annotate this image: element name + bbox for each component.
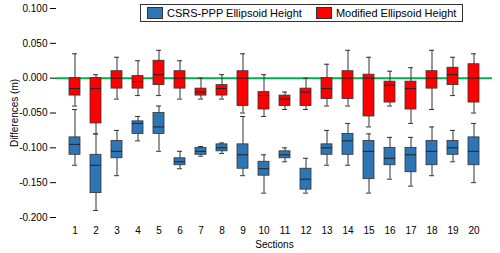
svg-text:0.050: 0.050: [22, 38, 47, 49]
svg-text:2: 2: [93, 225, 99, 236]
svg-text:-0.100: -0.100: [19, 142, 48, 153]
svg-text:3: 3: [114, 225, 120, 236]
svg-text:19: 19: [447, 225, 459, 236]
svg-text:0.000: 0.000: [22, 72, 47, 83]
svg-text:14: 14: [342, 225, 354, 236]
svg-text:9: 9: [240, 225, 246, 236]
svg-text:12: 12: [300, 225, 312, 236]
svg-text:Differences (m): Differences (m): [9, 79, 20, 147]
svg-text:1: 1: [72, 225, 78, 236]
svg-text:13: 13: [321, 225, 333, 236]
svg-text:20: 20: [468, 225, 480, 236]
svg-text:-0.200: -0.200: [19, 212, 48, 223]
svg-text:8: 8: [219, 225, 225, 236]
svg-text:7: 7: [198, 225, 204, 236]
svg-text:10: 10: [258, 225, 270, 236]
svg-text:4: 4: [135, 225, 141, 236]
svg-text:17: 17: [405, 225, 417, 236]
svg-text:15: 15: [363, 225, 375, 236]
html-text:CSRS-PPP Ellipsoid Height: CSRS-PPP Ellipsoid Height: [167, 7, 302, 19]
svg-text:16: 16: [384, 225, 396, 236]
svg-text:-0.150: -0.150: [19, 177, 48, 188]
svg-text:Sections: Sections: [255, 239, 293, 250]
svg-text:11: 11: [280, 225, 291, 236]
svg-text:-0.050: -0.050: [19, 107, 48, 118]
svg-text:6: 6: [177, 225, 183, 236]
svg-text:0.100: 0.100: [22, 3, 47, 14]
svg-text:5: 5: [156, 225, 162, 236]
svg-text:18: 18: [426, 225, 438, 236]
html-text:Modified Ellipsoid Height: Modified Ellipsoid Height: [335, 7, 457, 19]
